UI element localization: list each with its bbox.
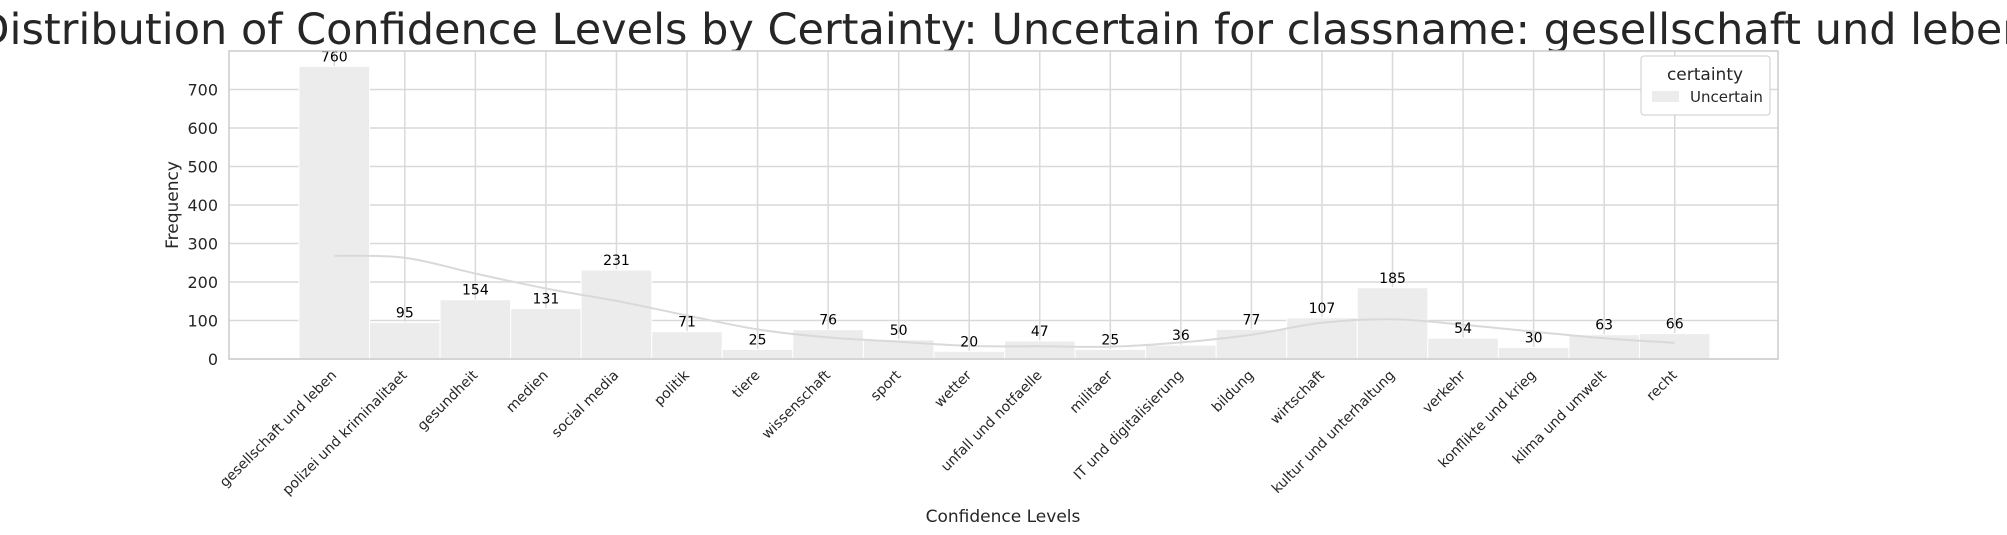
bar: [1145, 344, 1217, 360]
legend-swatch-uncertain: [1652, 91, 1679, 102]
y-axis-label: Frequency: [163, 161, 183, 249]
y-tick-label: 300: [187, 235, 218, 254]
x-tick-label: gesundheit: [415, 367, 482, 434]
bar: [439, 299, 512, 360]
bar: [933, 350, 1006, 360]
y-tick-label: 600: [187, 119, 218, 138]
x-tick-label: social media: [549, 368, 623, 442]
x-tick-label: polizei und kriminalitaet: [280, 367, 411, 498]
bar: [1427, 337, 1499, 360]
x-axis-label: Confidence Levels: [926, 507, 1081, 527]
bar: [651, 331, 723, 360]
bar-value-label: 30: [1525, 330, 1543, 346]
bar-value-label: 95: [396, 305, 414, 321]
x-tick-label: wetter: [932, 367, 976, 411]
bar-value-label: 36: [1172, 328, 1190, 344]
x-tick-label: gesellschaft und leben: [217, 368, 340, 491]
x-tick-label: sport: [868, 367, 905, 404]
bar-value-label: 50: [890, 323, 908, 339]
bar-value-label: 25: [1101, 332, 1119, 348]
bar: [1004, 340, 1076, 360]
legend: certainty Uncertain: [1640, 55, 1771, 116]
bar: [1074, 348, 1147, 360]
bar-value-label: 76: [819, 313, 837, 329]
plot-frame: [228, 50, 1779, 360]
legend-label-uncertain: Uncertain: [1690, 88, 1763, 106]
x-tick-label: verkehr: [1420, 367, 1469, 416]
bar: [298, 65, 371, 360]
y-axis-ticks: 0 100 200 300 400 500 600 700: [187, 81, 218, 370]
bar: [721, 348, 794, 360]
x-tick-label: politik: [651, 367, 693, 409]
bar: [369, 321, 441, 360]
y-tick-label: 400: [187, 196, 218, 215]
y-tick-label: 700: [187, 81, 218, 100]
bar: [580, 269, 653, 360]
bar: [1497, 346, 1570, 360]
bar-value-label: 71: [678, 315, 696, 331]
bar-value-label: 63: [1595, 318, 1613, 334]
x-tick-label: kultur und unterhaltung: [1269, 368, 1398, 497]
kde-line: [334, 254, 1675, 348]
bar: [1356, 287, 1429, 360]
bar-value-label: 107: [1309, 301, 1336, 317]
bar: [1286, 317, 1358, 360]
value-labels: 760 95 154 131 231 71 25 76 50 20 47 25 36 77 107 185 54…: [321, 49, 1684, 350]
bar-value-label: 231: [603, 253, 630, 269]
x-tick-label: tiere: [729, 368, 763, 402]
bar-value-label: 131: [533, 292, 560, 308]
bar-value-label: 77: [1243, 312, 1261, 328]
bar-value-label: 760: [321, 49, 348, 65]
x-tick-label: wissenschaft: [759, 367, 834, 442]
bar-value-label: 25: [749, 332, 767, 348]
x-tick-label: militaer: [1067, 367, 1116, 416]
x-tick-label: bildung: [1209, 368, 1257, 416]
bar-value-label: 154: [462, 283, 489, 299]
bar-value-label: 47: [1031, 324, 1049, 340]
y-tick-label: 500: [187, 158, 218, 177]
bar: [510, 308, 582, 360]
bar-value-label: 66: [1666, 317, 1684, 333]
x-tick-label: medien: [503, 368, 551, 416]
chart-title: Distribution of Confidence Levels by Cer…: [0, 5, 2007, 55]
bar-value-label: 185: [1379, 271, 1406, 287]
bar: [1638, 333, 1711, 360]
x-tick-label: wirtschaft: [1268, 367, 1329, 428]
bar-value-label: 54: [1454, 321, 1472, 337]
y-tick-label: 100: [187, 312, 218, 331]
y-tick-label: 0: [208, 350, 218, 369]
bar-series: [298, 65, 1711, 360]
legend-title: certainty: [1667, 65, 1743, 85]
bar-value-label: 20: [960, 334, 978, 350]
x-tick-label: recht: [1644, 367, 1681, 404]
y-tick-label: 200: [187, 273, 218, 292]
